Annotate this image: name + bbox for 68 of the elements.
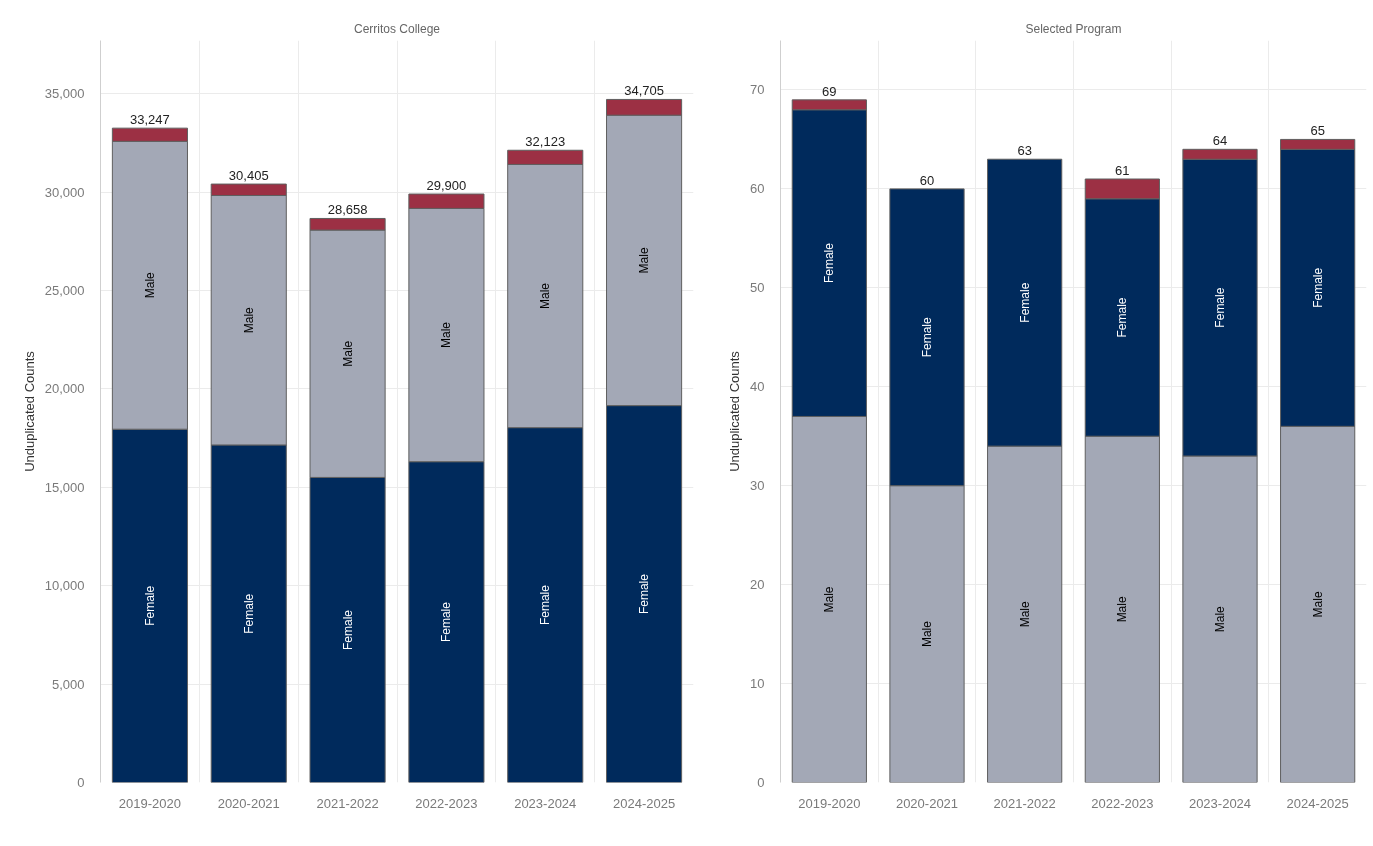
- y-tick-label: 0: [757, 775, 765, 790]
- x-tick-label: 2024-2025: [1286, 795, 1349, 811]
- x-tick-label: 2020-2021: [895, 795, 959, 811]
- y-tick-label: 15,000: [44, 479, 85, 495]
- y-tick-label: 35,000: [44, 86, 85, 102]
- text: Female: [1310, 267, 1325, 308]
- text: Male: [920, 621, 934, 648]
- y-tick-label: 40: [750, 379, 765, 395]
- text: Female: [637, 574, 652, 615]
- text: Female: [340, 609, 355, 650]
- y-tick-label: 30,000: [44, 184, 85, 200]
- total-label: 63: [1017, 143, 1032, 159]
- text: Male: [439, 322, 454, 349]
- total-label: 28,658: [327, 202, 368, 218]
- text: Male: [1115, 596, 1130, 623]
- series-label: Female: [142, 585, 157, 626]
- text: Female: [241, 593, 256, 634]
- text: Female: [439, 602, 454, 643]
- text: Male: [1310, 591, 1325, 618]
- text: Female: [1115, 297, 1130, 338]
- text: Female: [920, 317, 934, 358]
- text: Male: [637, 247, 652, 274]
- total-label: 61: [1115, 163, 1130, 179]
- x-tick-label: 2019-2020: [118, 795, 181, 811]
- text: Male: [340, 340, 355, 367]
- total-label: 69: [822, 83, 837, 99]
- series-label: Female: [1017, 282, 1032, 323]
- text: Female: [822, 243, 837, 284]
- x-tick-label: 2024-2025: [613, 795, 676, 811]
- chart-title: Cerritos College: [353, 21, 441, 36]
- x-tick-label: 2023-2024: [1188, 795, 1252, 811]
- x-tick-label: 2020-2021: [217, 795, 280, 811]
- y-tick-label: 30: [750, 478, 765, 494]
- x-tick-label: 2019-2020: [798, 795, 861, 811]
- total-label: 34,705: [624, 83, 664, 99]
- y-axis-title: Unduplicated Counts: [21, 350, 37, 472]
- x-tick-label: 2021-2022: [993, 795, 1056, 811]
- y-tick-label: 10: [750, 676, 765, 692]
- y-tick-label: 20,000: [44, 381, 85, 397]
- text: Male: [538, 283, 553, 310]
- total-label: 65: [1310, 123, 1325, 139]
- y-tick-label: 0: [77, 775, 85, 790]
- series-label: Male: [142, 271, 157, 299]
- text: Male: [822, 586, 837, 613]
- x-tick-label: 2022-2023: [415, 795, 478, 811]
- total-label: 32,123: [525, 134, 566, 150]
- y-tick-label: 20: [750, 577, 765, 593]
- x-tick-label: 2022-2023: [1091, 795, 1154, 811]
- total-label: 64: [1212, 133, 1228, 149]
- text: Male: [1213, 606, 1227, 633]
- total-label: 33,247: [130, 112, 170, 128]
- y-tick-label: 70: [750, 82, 765, 98]
- x-tick-label: 2021-2022: [316, 795, 379, 811]
- y-tick-label: 10,000: [44, 578, 85, 594]
- text: Male: [241, 307, 256, 334]
- series-label: Male: [1017, 600, 1032, 628]
- total-label: 60: [919, 172, 935, 188]
- x-tick-label: 2023-2024: [514, 795, 577, 811]
- y-axis-title: Unduplicated Counts: [727, 350, 743, 472]
- text: Female: [1213, 287, 1227, 328]
- y-tick-label: 5,000: [51, 676, 85, 692]
- total-label: 30,405: [228, 168, 269, 184]
- y-tick-label: 25,000: [44, 282, 85, 298]
- chart-title: Selected Program: [1025, 21, 1122, 36]
- total-label: 29,900: [426, 178, 467, 194]
- y-tick-label: 60: [750, 181, 765, 197]
- text: Female: [538, 585, 553, 626]
- y-tick-label: 50: [750, 280, 765, 296]
